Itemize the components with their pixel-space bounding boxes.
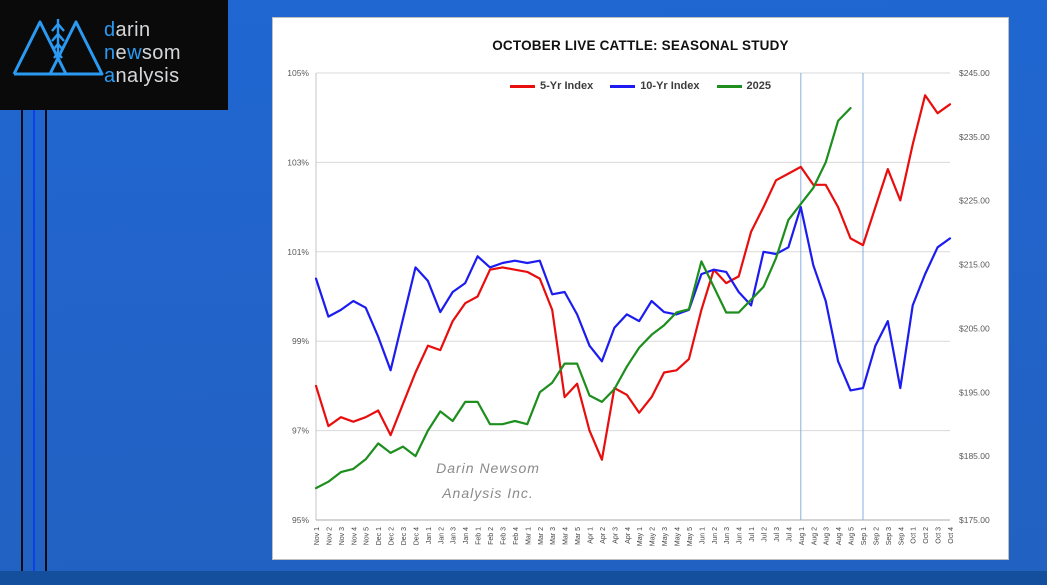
y-axis-label-left: 95% <box>292 515 309 525</box>
y-axis-label-right: $185.00 <box>959 451 990 461</box>
x-axis-label: Oct 3 <box>936 527 943 544</box>
logo-text: darin newsom analysis <box>104 19 181 88</box>
y-axis-label-right: $235.00 <box>959 132 990 142</box>
y-axis-label-right: $175.00 <box>959 515 990 525</box>
watermark-text: Analysis Inc. <box>441 485 534 501</box>
x-axis-label: May 3 <box>662 527 669 546</box>
series-line-2025 <box>314 106 852 490</box>
x-axis-label: Jul 2 <box>762 527 769 542</box>
x-axis-label: Oct 4 <box>948 527 955 544</box>
footer-strip <box>0 571 1047 585</box>
x-axis-label: Oct 2 <box>923 527 930 544</box>
x-axis-label: Jun 4 <box>737 527 744 544</box>
x-axis-label: Jun 3 <box>724 527 731 544</box>
left-stripe-1 <box>21 110 23 585</box>
x-axis-label: Aug 4 <box>836 527 843 545</box>
x-axis-label: Apr 1 <box>587 527 594 544</box>
legend-label: 5-Yr Index <box>540 80 594 92</box>
x-axis-label: Dec 2 <box>389 527 396 545</box>
x-axis-label: Mar 4 <box>563 527 570 545</box>
y-axis-label-left: 99% <box>292 336 309 346</box>
x-axis-label: Nov 5 <box>364 527 371 545</box>
y-axis-label-right: $205.00 <box>959 323 990 333</box>
legend-swatch-10yr-index <box>610 84 636 88</box>
x-axis-label: Jul 3 <box>774 527 781 542</box>
x-axis-label: Mar 3 <box>550 527 557 545</box>
x-axis-label: Sep 4 <box>898 527 905 545</box>
y-axis-label-right: $215.00 <box>959 260 990 270</box>
series-line-10-yr-index <box>314 206 952 392</box>
x-axis-label: Jun 2 <box>712 527 719 544</box>
legend-swatch-2025 <box>716 84 742 88</box>
x-axis-label: May 5 <box>687 527 694 546</box>
logo-line-2: newsom <box>104 42 181 64</box>
x-axis-label: Feb 3 <box>500 527 507 545</box>
legend-item-2025: 2025 <box>716 80 771 92</box>
x-axis-label: Mar 1 <box>525 527 532 545</box>
seasonal-study-chart: 105% 103% 101% 99% 97% 95% $245.00 $235.00 $225.… <box>287 68 990 546</box>
y-axis-label-right: $245.00 <box>959 68 990 78</box>
left-stripe-2 <box>33 110 35 585</box>
x-axis-label: Jun 1 <box>699 527 706 544</box>
chart-title: OCTOBER LIVE CATTLE: SEASONAL STUDY <box>492 38 789 53</box>
x-axis-label: Apr 4 <box>625 527 632 544</box>
x-axis-label: Apr 3 <box>612 527 619 544</box>
x-axis-label: Dec 1 <box>376 527 383 545</box>
x-axis-label: Dec 4 <box>413 527 420 545</box>
x-axis-label: Jan 4 <box>463 527 470 544</box>
y-axis-label-right: $195.00 <box>959 387 990 397</box>
x-axis-label: May 2 <box>650 527 657 546</box>
y-axis-label-left: 105% <box>287 68 309 78</box>
watermark-text: Darin Newsom <box>436 460 540 476</box>
x-axis-label: Aug 5 <box>849 527 856 545</box>
legend-item-5yr-index: 5-Yr Index <box>510 80 593 92</box>
x-axis-label: Oct 1 <box>911 527 918 544</box>
y-axis-label-right: $225.00 <box>959 196 990 206</box>
x-axis-label: Jan 2 <box>438 527 445 544</box>
x-axis-label: Jul 1 <box>749 527 756 542</box>
x-axis-label: Sep 2 <box>873 527 880 545</box>
x-axis-label: Jan 1 <box>426 527 433 544</box>
legend-swatch-5yr-index <box>510 84 535 88</box>
x-axis-label: Nov 3 <box>339 527 346 545</box>
x-axis-label: Aug 2 <box>811 527 818 545</box>
x-axis-label: Nov 1 <box>314 527 321 545</box>
x-axis-label: Sep 1 <box>861 527 868 545</box>
x-axis-label: Sep 3 <box>886 527 893 545</box>
x-axis-label: Mar 2 <box>538 527 545 545</box>
logo-line-3: analysis <box>104 65 180 87</box>
x-axis-label: Aug 3 <box>824 527 831 545</box>
series-line-5-yr-index <box>314 94 952 461</box>
logo-line-1: darin <box>104 19 151 41</box>
x-axis-label: Nov 2 <box>326 527 333 545</box>
y-axis-label-left: 101% <box>287 247 309 257</box>
x-axis-label: May 1 <box>637 527 644 546</box>
x-axis-label: Feb 2 <box>488 527 495 545</box>
x-axis-label: Nov 4 <box>351 527 358 545</box>
x-axis-label: Feb 4 <box>513 527 520 545</box>
x-axis-label: Jan 3 <box>451 527 458 544</box>
x-axis-label: Jul 4 <box>786 527 793 542</box>
dna-mountains-wheat-icon <box>12 19 104 76</box>
chart-legend: 5-Yr Index 10-Yr Index 2025 <box>273 80 1008 92</box>
x-axis-label: Feb 1 <box>476 527 483 545</box>
legend-label: 10-Yr Index <box>640 80 700 92</box>
y-axis-label-left: 97% <box>292 426 309 436</box>
x-axis-label: Aug 1 <box>799 527 806 545</box>
x-axis-label: Apr 2 <box>600 527 607 544</box>
y-axis-label-left: 103% <box>287 157 309 167</box>
legend-item-10yr-index: 10-Yr Index <box>610 80 700 92</box>
x-axis-label: May 4 <box>675 527 682 546</box>
chart-card: OCTOBER LIVE CATTLE: SEASONAL STUDY 5-Yr… <box>272 17 1009 560</box>
x-axis-label: Mar 5 <box>575 527 582 545</box>
x-axis-label: Dec 3 <box>401 527 408 545</box>
left-stripe-3 <box>45 110 47 585</box>
legend-label: 2025 <box>746 80 771 92</box>
logo-box: darin newsom analysis <box>0 0 228 110</box>
